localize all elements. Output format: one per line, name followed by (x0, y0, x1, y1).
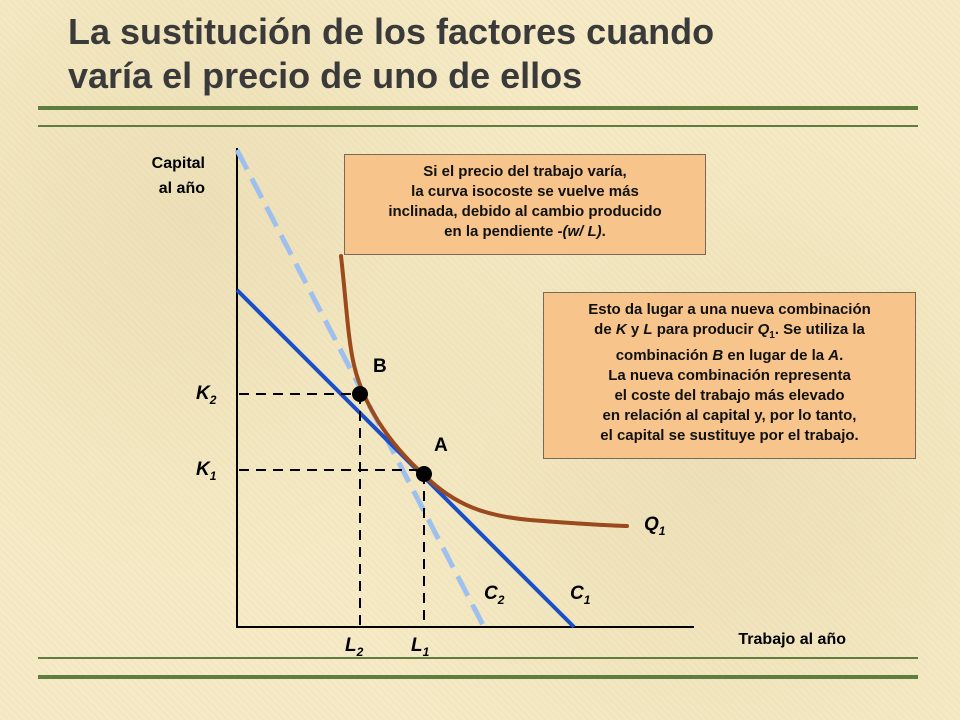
l2-label: L2 (345, 635, 364, 659)
k1-label: K1 (196, 459, 217, 483)
title-line-1: La sustitución de los factores cuando (68, 11, 715, 52)
callout-price-change: Si el precio del trabajo varía, la curva… (344, 154, 706, 255)
callout-right-line-6: en relación al capital y, por lo tanto, (602, 407, 857, 424)
c1-label: C1 (570, 583, 591, 607)
point-b-label: B (373, 356, 387, 377)
point-b-marker (352, 386, 368, 402)
point-a-marker (416, 466, 432, 482)
point-a-label: A (434, 435, 448, 456)
callout-right-line-2: de K y L para producir Q1. Se utiliza la (594, 321, 865, 341)
x-axis-label: Trabajo al año (738, 631, 846, 648)
footer-rule-thin (38, 657, 918, 659)
slide-title: La sustitución de los factores cuando va… (68, 10, 928, 98)
callout-right-line-3: combinación B en lugar de la A. (615, 347, 844, 364)
k2-label: K2 (196, 383, 217, 407)
callout-right-line-5: el coste del trabajo más elevado (614, 387, 845, 404)
callout-right-line-4: La nueva combinación representa (608, 367, 851, 384)
q1-label: Q1 (644, 514, 666, 538)
callout-right-line-1: Esto da lugar a una nueva combinación (588, 301, 871, 318)
title-line-2: varía el precio de uno de ellos (68, 55, 583, 96)
y-axis-label-line-1: Capital (152, 155, 205, 172)
title-rule-thick (38, 106, 918, 110)
title-rule-thin (38, 125, 918, 127)
callout-right-line-7: el capital se sustituye por el trabajo. (600, 427, 859, 444)
callout-new-combination: Esto da lugar a una nueva combinación de… (543, 292, 916, 459)
c2-label: C2 (484, 583, 505, 607)
callout-top-line-2: la curva isocoste se vuelve más (411, 183, 639, 200)
y-axis-label-line-2: al año (159, 180, 205, 197)
l1-label: L1 (411, 635, 430, 659)
footer-rule-thick (38, 675, 918, 679)
callout-top-line-3: inclinada, debido al cambio producido (388, 203, 662, 220)
callout-top-line-4: en la pendiente -(w/ L). (444, 223, 606, 240)
callout-top-line-1: Si el precio del trabajo varía, (423, 163, 627, 180)
